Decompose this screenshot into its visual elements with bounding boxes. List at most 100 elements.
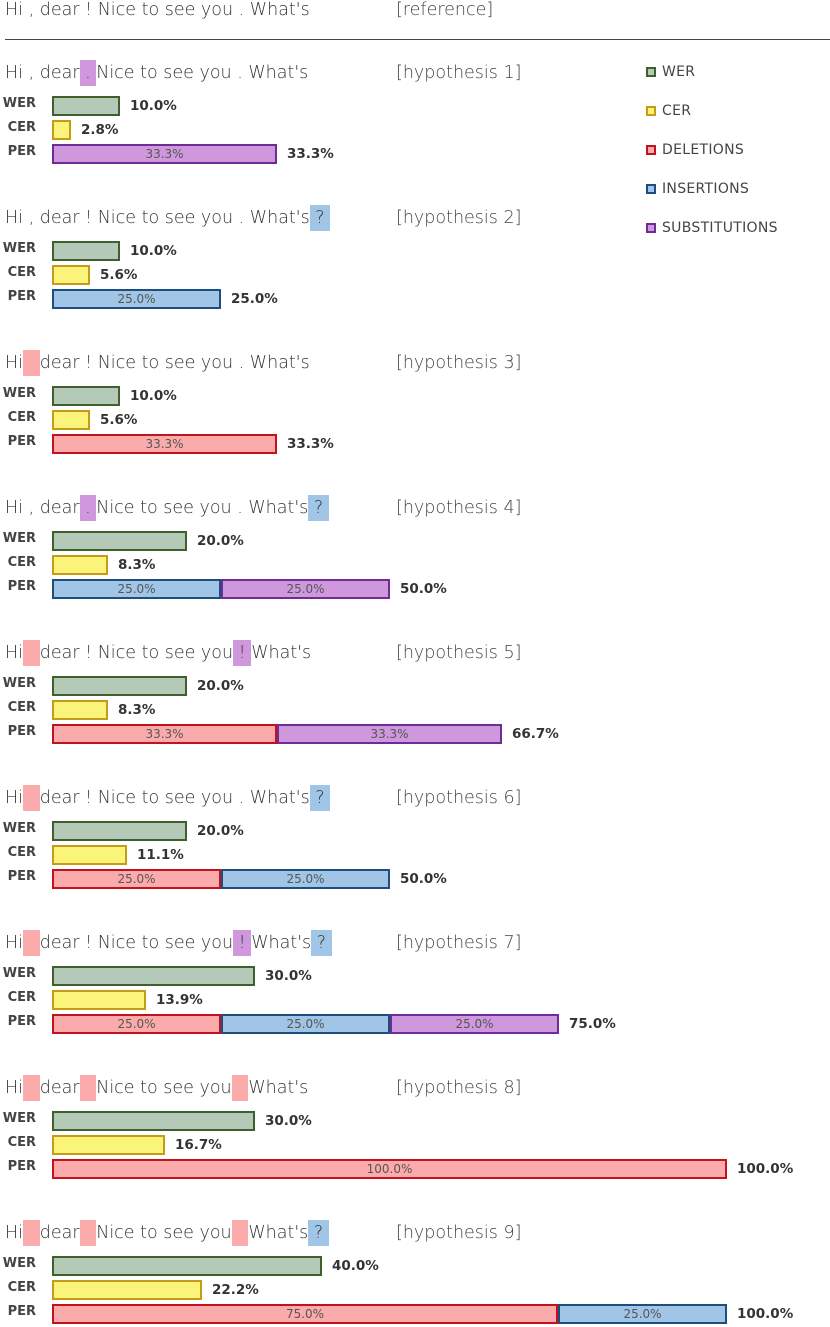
sentence-token: dear (39, 353, 80, 373)
sentence-token: What's (248, 498, 309, 518)
sentence-token: Nice to see you (97, 0, 234, 20)
wer-value-label: 10.0% (130, 98, 177, 114)
per-value-label: 33.3% (287, 436, 334, 452)
sentence-token: . (233, 353, 250, 373)
hypothesis-sentence: Hi dear ! Nice to see you . What's ? (5, 785, 331, 811)
sentence-token: dear (39, 1223, 80, 1243)
cer-label: CER (7, 555, 36, 570)
wer-label: WER (2, 531, 36, 546)
cer-value-label: 2.8% (81, 122, 119, 138)
wer-bar (52, 676, 187, 696)
hypothesis-tag: [hypothesis 9] (396, 1223, 522, 1243)
wer-label: WER (2, 1111, 36, 1126)
cer-value-label: 22.2% (212, 1282, 259, 1298)
wer-label: WER (2, 676, 36, 691)
per-segment-ins: 25.0% (221, 869, 390, 889)
sentence-token: Hi (5, 208, 24, 228)
cer-value-label: 5.6% (100, 412, 138, 428)
per-value-label: 75.0% (569, 1016, 616, 1032)
sentence-token: , (23, 498, 40, 518)
hypothesis-sentence: Hi , dear . Nice to see you . What's ? (5, 495, 329, 521)
cer-bar (52, 845, 127, 865)
sentence-token: Nice to see you (97, 643, 234, 663)
sentence-token: Nice to see you (97, 353, 234, 373)
sentence-token: Nice to see you (96, 498, 232, 518)
hypothesis-tag: [hypothesis 4] (396, 498, 522, 518)
wer-value-label: 30.0% (265, 1113, 312, 1129)
sentence-token: ! (79, 0, 98, 20)
per-segment-del: 33.3% (52, 434, 277, 454)
wer-value-label: 10.0% (130, 243, 177, 259)
sentence-token: ! (79, 933, 98, 953)
legend-swatch (646, 184, 656, 194)
per-value-label: 50.0% (400, 871, 447, 887)
highlight-del (23, 350, 40, 376)
wer-label: WER (2, 96, 36, 111)
legend-label: SUBSTITUTIONS (662, 220, 778, 236)
hypothesis-tag: [hypothesis 7] (396, 933, 522, 953)
wer-bar (52, 966, 255, 986)
sentence-token: Nice to see you (96, 1078, 232, 1098)
highlight-ins: ? (309, 205, 331, 231)
sentence-token: What's (249, 353, 310, 373)
hypothesis-tag: [hypothesis 6] (396, 788, 522, 808)
cer-value-label: 16.7% (175, 1137, 222, 1153)
sentence-token: ! (79, 353, 98, 373)
hypothesis-sentence: Hi dear ! Nice to see you . What's (5, 350, 310, 376)
per-label: PER (7, 1159, 36, 1174)
per-segment-del: 25.0% (52, 1014, 221, 1034)
sentence-token: Hi (5, 1078, 24, 1098)
cer-value-label: 5.6% (100, 267, 138, 283)
wer-bar (52, 386, 120, 406)
per-value-label: 100.0% (737, 1306, 794, 1322)
highlight-sub: ! (233, 930, 252, 956)
wer-bar (52, 1256, 322, 1276)
wer-bar (52, 96, 120, 116)
legend-swatch (646, 106, 656, 116)
cer-label: CER (7, 410, 36, 425)
sentence-token: dear (39, 63, 80, 83)
cer-label: CER (7, 990, 36, 1005)
wer-bar (52, 1111, 255, 1131)
cer-bar (52, 700, 108, 720)
legend-swatch (646, 223, 656, 233)
sentence-token: , (23, 0, 40, 20)
per-segment-sub: 25.0% (221, 579, 390, 599)
hypothesis-tag: [hypothesis 1] (396, 63, 522, 83)
sentence-token: . (233, 788, 250, 808)
sentence-token: What's (251, 643, 312, 663)
sentence-token: Hi (5, 1223, 24, 1243)
sentence-token: What's (251, 933, 312, 953)
sentence-token: Hi (5, 353, 24, 373)
legend-swatch (646, 67, 656, 77)
per-value-label: 25.0% (231, 291, 278, 307)
divider-line (5, 39, 830, 40)
highlight-del (79, 1075, 97, 1101)
sentence-token: Hi (5, 788, 24, 808)
hypothesis-tag: [hypothesis 2] (396, 208, 522, 228)
cer-bar (52, 1280, 202, 1300)
hypothesis-sentence: Hi , dear ! Nice to see you . What's ? (5, 205, 331, 231)
sentence-token: . (233, 0, 250, 20)
hypothesis-sentence: Hi dear ! Nice to see you ! What's (5, 640, 311, 666)
sentence-token: . (233, 208, 250, 228)
sentence-token: What's (248, 1223, 309, 1243)
highlight-ins: ? (308, 495, 329, 521)
sentence-token: ! (79, 788, 98, 808)
sentence-token: What's (248, 1078, 309, 1098)
highlight-del (23, 1220, 40, 1246)
cer-label: CER (7, 845, 36, 860)
per-label: PER (7, 434, 36, 449)
highlight-del (23, 1075, 40, 1101)
sentence-token: . (231, 498, 249, 518)
per-segment-ins: 25.0% (558, 1304, 727, 1324)
cer-bar (52, 120, 71, 140)
sentence-token: dear (39, 1078, 80, 1098)
wer-value-label: 20.0% (197, 678, 244, 694)
legend-label: INSERTIONS (662, 181, 750, 197)
wer-value-label: 40.0% (332, 1258, 379, 1274)
cer-bar (52, 990, 146, 1010)
sentence-token: Hi (5, 933, 24, 953)
legend-label: WER (662, 64, 696, 80)
wer-bar (52, 241, 120, 261)
